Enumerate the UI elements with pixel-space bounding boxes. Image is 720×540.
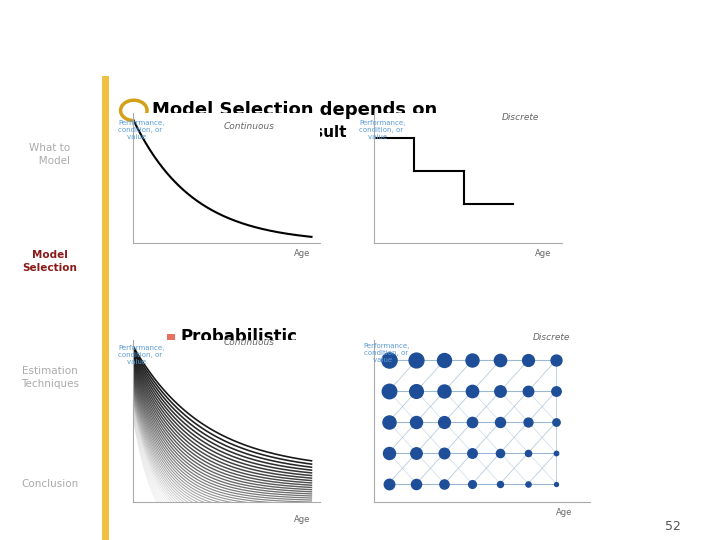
Point	[438, 480, 450, 488]
Point	[550, 417, 562, 426]
Point	[410, 480, 422, 488]
Point	[410, 387, 422, 395]
Point	[438, 417, 450, 426]
Point	[495, 417, 506, 426]
Text: Performance,
condition, or
    value: Performance, condition, or value	[364, 343, 410, 363]
Text: 52: 52	[665, 520, 681, 533]
Point	[523, 356, 534, 364]
Text: Performance,
condition, or
    value: Performance, condition, or value	[118, 345, 165, 365]
Point	[550, 356, 562, 364]
Point	[438, 449, 450, 457]
Text: Deterministic vs. Probabilistic: Deterministic vs. Probabilistic	[50, 28, 523, 56]
Text: Continuous: Continuous	[224, 122, 275, 131]
Text: Model Selection depends on: Model Selection depends on	[152, 102, 437, 119]
Text: Performance,
condition, or
    value: Performance, condition, or value	[359, 120, 406, 140]
Bar	[149, 129, 162, 137]
Point	[495, 356, 506, 364]
Point	[383, 356, 395, 364]
Bar	[167, 150, 175, 157]
Point	[550, 449, 562, 457]
Text: Model
Selection: Model Selection	[22, 250, 77, 273]
Point	[523, 417, 534, 426]
Bar	[167, 334, 175, 340]
Point	[410, 356, 422, 364]
Point	[550, 387, 562, 395]
Text: Performance,
condition, or
    value: Performance, condition, or value	[118, 120, 165, 140]
Text: Continuous: Continuous	[224, 338, 275, 347]
Text: Age: Age	[294, 249, 310, 258]
Text: What to
   Model: What to Model	[30, 143, 71, 166]
Point	[523, 449, 534, 457]
Point	[383, 417, 395, 426]
Point	[467, 356, 478, 364]
Point	[495, 480, 506, 488]
Text: Discrete: Discrete	[533, 333, 570, 342]
Point	[383, 480, 395, 488]
Text: Probabilistic: Probabilistic	[181, 328, 298, 346]
Point	[410, 449, 422, 457]
Point	[467, 417, 478, 426]
Text: Age: Age	[535, 249, 551, 258]
Point	[467, 449, 478, 457]
Point	[438, 387, 450, 395]
Text: Estimation
Techniques: Estimation Techniques	[21, 366, 79, 389]
Point	[383, 387, 395, 395]
Point	[467, 387, 478, 395]
Text: Discrete: Discrete	[502, 113, 539, 122]
Text: Conclusion: Conclusion	[22, 480, 78, 489]
Text: Nature of End Result: Nature of End Result	[168, 125, 346, 140]
Text: Deterministic: Deterministic	[181, 146, 286, 160]
Point	[438, 356, 450, 364]
Point	[410, 417, 422, 426]
Point	[495, 387, 506, 395]
Point	[495, 449, 506, 457]
Point	[523, 387, 534, 395]
Point	[523, 480, 534, 488]
Text: Age: Age	[294, 515, 310, 524]
Point	[383, 449, 395, 457]
Text: Age: Age	[557, 508, 572, 517]
Point	[550, 480, 562, 488]
Point	[467, 480, 478, 488]
